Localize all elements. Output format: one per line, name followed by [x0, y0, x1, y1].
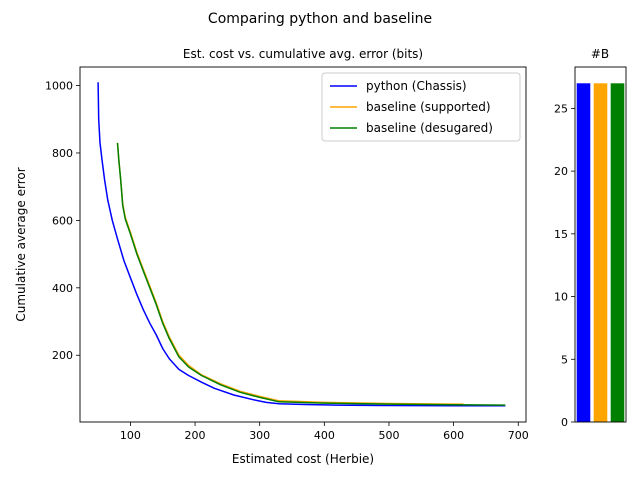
bar-chart-frame	[574, 66, 627, 423]
bar	[610, 83, 625, 423]
legend: python (Chassis) baseline (supported) ba…	[321, 72, 521, 142]
bar-y-axis-ticks: 0 5 10 15 20 25	[554, 102, 575, 429]
y-tick-label: 600	[52, 214, 73, 227]
y-tick-label: 800	[52, 147, 73, 160]
bar-y-tick-label: 5	[561, 353, 568, 366]
figure-title: Comparing python and baseline	[208, 11, 432, 27]
x-tick-label: 300	[249, 429, 270, 442]
legend-entry: baseline (desugared)	[330, 121, 493, 135]
legend-label: baseline (desugared)	[366, 121, 493, 135]
line-series-group	[97, 82, 506, 407]
y-tick-label: 1000	[45, 80, 73, 93]
x-tick-label: 600	[443, 429, 464, 442]
y-axis-ticks: 200 400 600 800 1000	[45, 80, 80, 362]
bar-chart: #B 0 5 10 15 20 25	[554, 47, 627, 429]
bar-group	[576, 83, 625, 423]
bar-chart-title: #B	[591, 47, 609, 61]
y-tick-label: 200	[52, 349, 73, 362]
bar-y-tick-label: 15	[554, 228, 568, 241]
bar	[593, 83, 608, 423]
x-tick-label: 200	[185, 429, 206, 442]
y-axis-label: Cumulative average error	[14, 167, 28, 321]
bar-y-tick-label: 0	[561, 416, 568, 429]
series-line	[97, 82, 506, 407]
legend-entry: python (Chassis)	[330, 79, 467, 93]
x-axis-label: Estimated cost (Herbie)	[232, 452, 374, 466]
line-chart: Est. cost vs. cumulative avg. error (bit…	[14, 47, 529, 466]
bar-y-tick-label: 25	[554, 102, 568, 115]
x-tick-label: 500	[378, 429, 399, 442]
legend-entry: baseline (supported)	[330, 100, 491, 114]
x-tick-label: 400	[314, 429, 335, 442]
series-line	[116, 142, 506, 406]
y-tick-label: 400	[52, 282, 73, 295]
bar-y-tick-label: 20	[554, 165, 568, 178]
x-tick-label: 100	[120, 429, 141, 442]
line-chart-title: Est. cost vs. cumulative avg. error (bit…	[183, 47, 423, 61]
bar	[576, 83, 591, 423]
x-tick-label: 700	[508, 429, 529, 442]
legend-frame	[321, 72, 521, 142]
bar-y-tick-label: 10	[554, 291, 568, 304]
line-chart-frame	[79, 66, 527, 423]
legend-label: python (Chassis)	[366, 79, 467, 93]
legend-label: baseline (supported)	[366, 100, 491, 114]
x-axis-ticks: 100 200 300 400 500 600 700	[120, 422, 529, 442]
series-line	[116, 142, 464, 405]
